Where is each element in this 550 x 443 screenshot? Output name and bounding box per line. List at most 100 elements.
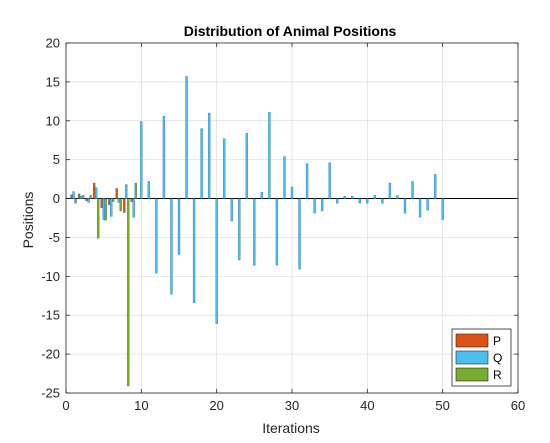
bar-q: [79, 196, 83, 199]
bar-q: [373, 195, 377, 199]
bar-q: [358, 198, 361, 204]
y-tick-label: -10: [41, 269, 60, 284]
bar-q: [388, 182, 392, 199]
bar-r: [134, 182, 137, 199]
bar-q: [260, 192, 264, 199]
y-tick-label: 20: [46, 36, 60, 51]
bar-r: [96, 198, 100, 239]
bar-q: [411, 181, 414, 199]
x-tick-label: 60: [511, 398, 525, 413]
bar-q: [245, 133, 248, 199]
bar-q: [207, 112, 211, 199]
bar-q: [162, 115, 166, 199]
bar-q: [132, 198, 135, 218]
bar-q: [320, 198, 324, 212]
bar-r: [89, 195, 92, 199]
bar-p: [115, 188, 118, 199]
bar-r: [81, 195, 85, 199]
bar-p: [130, 198, 133, 202]
bars: [70, 76, 444, 387]
x-tick-label: 40: [360, 398, 374, 413]
bar-q: [313, 198, 316, 214]
x-axis-label: Iterations: [262, 420, 320, 436]
x-tick-label: 30: [285, 398, 299, 413]
y-tick-label: 10: [46, 113, 60, 128]
y-tick-labels: -25 -20 -15 -10 -5 0 5 10 15 20: [41, 36, 60, 401]
bar-q: [366, 198, 369, 204]
bar-q: [125, 184, 128, 199]
bar-r: [119, 198, 122, 212]
bar-q: [140, 121, 143, 199]
y-tick-label: -25: [41, 386, 60, 401]
bar-q: [230, 198, 233, 222]
bar-r: [74, 198, 77, 204]
bar-q: [192, 198, 196, 303]
x-tick-label: 10: [134, 398, 148, 413]
bar-q: [290, 186, 294, 199]
x-tick-label: 50: [435, 398, 449, 413]
bar-p: [77, 193, 81, 199]
bar-p: [85, 198, 88, 202]
bar-q: [215, 198, 218, 324]
bar-q: [381, 198, 384, 204]
bar-q: [117, 198, 120, 203]
bar-q: [298, 198, 301, 270]
bar-q: [336, 198, 339, 204]
bar-p: [70, 194, 73, 199]
bar-q: [351, 196, 354, 199]
bar-q: [343, 196, 346, 199]
bar-q: [426, 198, 429, 211]
x-tick-label: 0: [62, 398, 69, 413]
bar-q: [268, 112, 271, 199]
bar-q: [87, 198, 90, 203]
bar-q: [253, 198, 256, 266]
y-tick-label: -5: [48, 230, 60, 245]
bar-q: [283, 156, 286, 199]
y-tick-label: 5: [53, 152, 60, 167]
bar-q: [403, 198, 407, 214]
bar-q: [328, 162, 331, 199]
bar-q: [418, 198, 422, 218]
bar-q: [94, 187, 98, 199]
y-tick-label: 0: [53, 191, 60, 206]
y-tick-label: -20: [41, 347, 60, 362]
legend-label-r: R: [493, 368, 502, 382]
bar-q: [147, 181, 151, 199]
legend-swatch-p: [455, 333, 489, 348]
bar-q: [441, 198, 444, 220]
chart-title: Distribution of Animal Positions: [184, 23, 397, 39]
bar-r: [104, 198, 107, 221]
bar-q: [275, 198, 279, 266]
legend-label-p: P: [493, 334, 501, 348]
bar-r: [112, 198, 115, 202]
legend: P Q R: [451, 328, 512, 387]
legend-label-q: Q: [493, 351, 502, 365]
legend-swatch-r: [455, 367, 489, 382]
bar-p: [92, 182, 96, 199]
bar-q: [155, 198, 158, 274]
bar-q: [110, 198, 113, 217]
bar-q: [102, 198, 105, 220]
bar-p: [108, 198, 111, 205]
bar-r: [127, 198, 130, 387]
bar-p: [100, 198, 103, 209]
bar-q: [238, 198, 241, 261]
bar-q: [170, 198, 173, 295]
bar-q: [433, 174, 437, 199]
tick-marks: [65, 42, 519, 394]
y-tick-label: -15: [41, 308, 60, 323]
bar-q: [305, 163, 309, 199]
grid: [65, 42, 519, 394]
bar-q: [185, 76, 188, 199]
bar-q: [72, 191, 75, 199]
bar-p: [123, 198, 126, 213]
x-tick-label: 20: [209, 398, 223, 413]
y-axis-label: Positions: [20, 192, 36, 249]
bar-q: [396, 195, 399, 199]
bar-q: [200, 128, 203, 199]
bar-q: [177, 198, 181, 255]
bar-q: [223, 138, 226, 199]
legend-swatch-q: [455, 350, 489, 365]
y-tick-label: 15: [46, 74, 60, 89]
